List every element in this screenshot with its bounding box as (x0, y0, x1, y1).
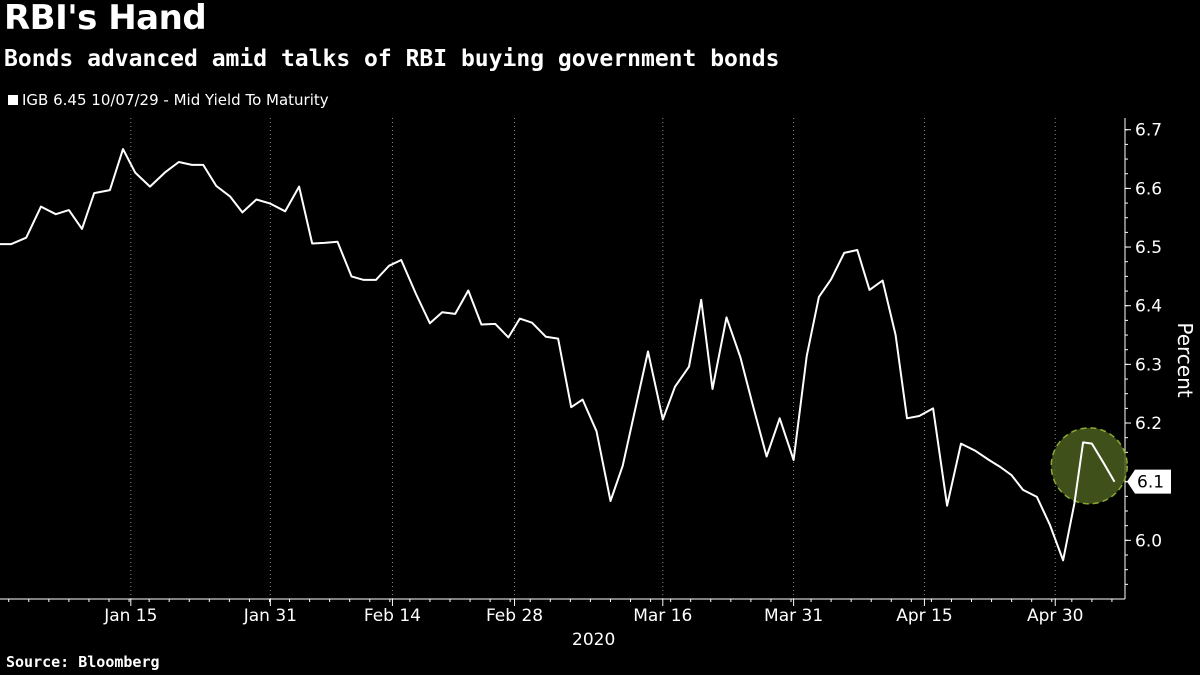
highlight-circle (1050, 427, 1128, 505)
x-tick-label: Feb 14 (364, 606, 421, 626)
x-tick-label: Jan 31 (243, 606, 297, 626)
legend-swatch (8, 95, 18, 105)
x-tick-label: Jan 15 (103, 606, 157, 626)
y-tick-label: 6.4 (1135, 297, 1162, 317)
chart-title: RBI's Hand (4, 0, 207, 38)
x-tick-label: Apr 15 (896, 606, 952, 626)
last-value-label: 6.1 (1137, 473, 1164, 493)
y-tick-label: 6.6 (1135, 179, 1162, 199)
x-tick-label: Feb 28 (486, 606, 543, 626)
y-tick-label: 6.0 (1135, 531, 1162, 551)
chart-subtitle: Bonds advanced amid talks of RBI buying … (4, 46, 780, 72)
x-axis-year-label: 2020 (572, 630, 615, 650)
source-note: Source: Bloomberg (6, 653, 160, 671)
y-axis-ticks: 6.0 6.2 6.3 6.4 6.5 6.6 6.7 (1125, 121, 1162, 585)
legend-label: IGB 6.45 10/07/29 - Mid Yield To Maturit… (22, 91, 329, 109)
axes (0, 118, 1126, 600)
x-axis-ticks: Jan 15 Jan 31 Feb 14 Feb 28 Mar 16 Mar 31 Apr … (8, 599, 1113, 626)
last-value-box (1127, 469, 1171, 494)
x-tick-label: Apr 30 (1027, 606, 1083, 626)
y-tick-label: 6.3 (1135, 355, 1162, 375)
y-tick-label: 6.5 (1135, 238, 1162, 258)
y-tick-label: 6.2 (1135, 414, 1162, 434)
y-tick-label: 6.7 (1135, 121, 1162, 141)
legend: IGB 6.45 10/07/29 - Mid Yield To Maturit… (8, 91, 329, 109)
y-axis-label: Percent (1173, 322, 1197, 397)
grid-lines (130, 118, 1056, 599)
series-line (0, 148, 1116, 562)
x-tick-label: Mar 16 (633, 606, 692, 626)
x-tick-label: Mar 31 (764, 606, 823, 626)
last-value-marker: 6.1 (1127, 469, 1171, 494)
